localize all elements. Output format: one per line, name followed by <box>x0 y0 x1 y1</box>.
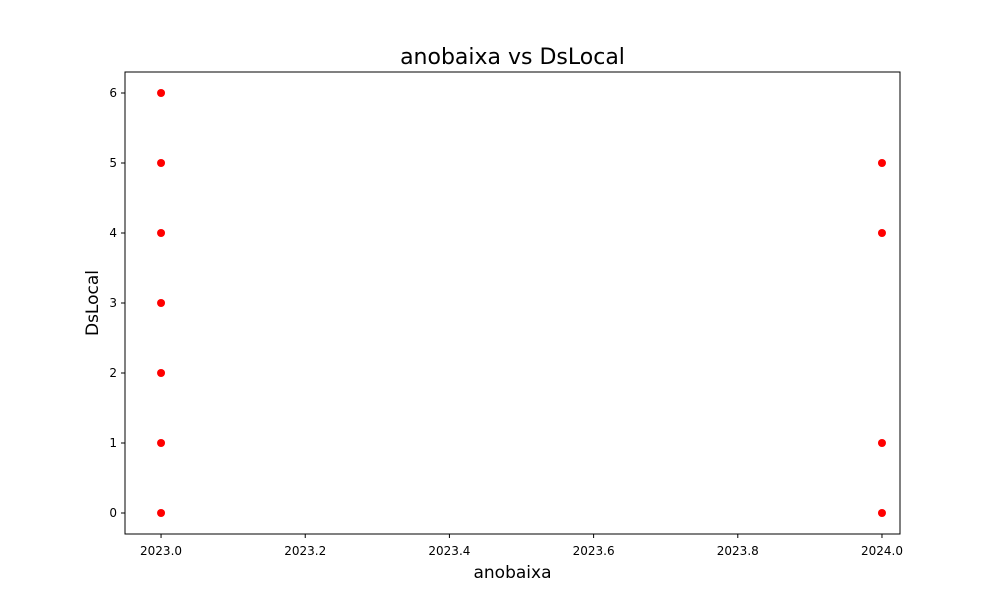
data-point <box>877 439 886 447</box>
x-tick-label: 2023.0 <box>140 544 182 558</box>
y-tick-label: 2 <box>109 366 117 380</box>
data-point <box>157 369 166 377</box>
data-point <box>157 159 166 167</box>
x-tick-label: 2024.0 <box>861 544 903 558</box>
x-axis: 2023.0 2023.2 2023.4 2023.6 2023.8 2024.0 <box>140 534 903 558</box>
data-points <box>157 89 886 517</box>
data-point <box>877 229 886 237</box>
y-axis-label: DsLocal <box>83 270 103 336</box>
data-point <box>157 509 166 517</box>
x-tick-label: 2023.6 <box>573 544 615 558</box>
chart-title: anobaixa vs DsLocal <box>400 45 625 70</box>
x-tick-label: 2023.4 <box>428 544 470 558</box>
x-axis-label: anobaixa <box>473 563 551 583</box>
y-tick-label: 4 <box>109 226 117 240</box>
data-point <box>157 229 166 237</box>
plot-area <box>124 71 901 535</box>
data-point <box>877 509 886 517</box>
x-tick-label: 2023.2 <box>284 544 326 558</box>
y-tick-label: 5 <box>109 156 117 170</box>
data-point <box>157 89 166 97</box>
y-tick-label: 3 <box>109 296 117 310</box>
data-point <box>877 159 886 167</box>
y-tick-label: 6 <box>109 86 117 100</box>
y-tick-label: 0 <box>109 506 117 520</box>
x-tick-label: 2023.8 <box>717 544 759 558</box>
y-tick-label: 1 <box>109 436 117 450</box>
y-axis: 0 1 2 3 4 5 6 <box>109 86 125 520</box>
data-point <box>157 299 166 307</box>
data-point <box>157 439 166 447</box>
